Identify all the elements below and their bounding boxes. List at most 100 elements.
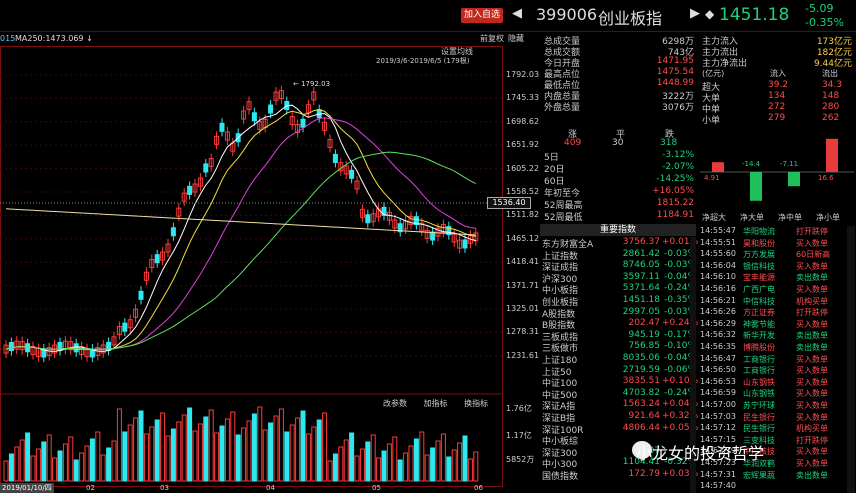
trade-time: 14:57:23 — [700, 458, 736, 467]
price-tick: 1651.92 — [506, 140, 540, 150]
trade-action: 卖出数单 — [796, 470, 828, 480]
info-label: 内盘总量 — [544, 92, 581, 102]
index-row[interactable]: 上证50 2719.59 -0.06% — [540, 365, 696, 378]
trade-row[interactable]: 14:57:40 — [698, 481, 856, 492]
volume-bar — [386, 443, 392, 482]
volume-bar — [289, 424, 295, 482]
candle-body — [462, 239, 468, 249]
trade-row[interactable]: 14:56:35 博腾股份 卖出数单 — [698, 342, 856, 353]
trade-row[interactable]: 14:56:59 山东钢铁 买入数单 — [698, 388, 856, 399]
index-name: 深证100R — [542, 425, 584, 436]
index-name: 中证500 — [542, 390, 578, 401]
net-flow-label: -7.11 — [780, 160, 799, 168]
trade-action: 买入数单 — [796, 389, 828, 399]
trade-row[interactable]: 14:56:10 宝丰能源 卖出数单 — [698, 272, 856, 283]
candle-body — [138, 290, 144, 300]
index-row[interactable]: 中证100 3835.51 +0.10% — [540, 376, 698, 389]
trade-stock: 山东钢铁 — [743, 389, 775, 399]
index-row[interactable]: A股指数 2997.05 -0.03% — [540, 307, 696, 320]
trade-row[interactable]: 14:55:51 昊和股份 买入数单 — [698, 238, 856, 249]
trade-row[interactable]: 14:56:47 工商银行 买入数单 — [698, 354, 856, 365]
volume-bar — [278, 408, 284, 482]
hide-button[interactable]: 隐藏 — [508, 34, 524, 43]
trade-row[interactable]: 14:56:04 银信科技 买入数单 — [698, 261, 856, 272]
index-row[interactable]: 中小300 1104.41 -0.32% — [540, 457, 696, 470]
index-row[interactable]: 三板做市 756.85 -0.10% — [540, 341, 696, 354]
trade-row[interactable]: 14:57:31 宏辉果蔬 卖出数单 — [698, 470, 856, 481]
trade-row[interactable]: 14:57:12 民生银行 机构买单 — [698, 423, 856, 434]
next-arrow-icon[interactable]: ▶ — [690, 6, 700, 21]
quote-info-panel: 总成交量 6298万 总成交额 743亿 今日开盘 1471.95 最高点位 1475.54 最… — [540, 32, 698, 222]
index-row[interactable]: 三板成指 945.19 -0.17% — [540, 330, 696, 343]
candle-body — [214, 135, 220, 145]
watermark: 小龙女的投资哲学 — [636, 444, 765, 463]
index-row[interactable]: 深证成指 8746.05 -0.03% — [540, 260, 696, 273]
index-row[interactable]: 创业板指 1451.18 -0.35% — [540, 295, 696, 308]
volume-bar — [176, 421, 182, 482]
trade-row[interactable]: 14:55:60 万方发展 60日新高 — [698, 249, 856, 260]
add-to-watchlist-button[interactable]: 加入自选 — [461, 8, 503, 23]
trade-row[interactable]: 14:55:47 华阳物流 打开跌停 — [698, 226, 856, 237]
volume-bar — [181, 414, 187, 482]
candle-body — [170, 227, 176, 237]
trade-row[interactable]: 14:56:29 神雾节能 买入数单 — [698, 319, 856, 330]
price-tick: 1371.71 — [506, 280, 540, 290]
setup-ma-button[interactable]: 设置均线 — [441, 47, 473, 56]
volume-bar — [3, 460, 9, 482]
peak-label: ← 1792.03 — [293, 80, 331, 88]
trade-time: 14:56:21 — [700, 295, 736, 305]
volume-bar — [116, 408, 122, 482]
adjust-button[interactable]: 前复权 — [480, 34, 504, 43]
trade-row[interactable]: 14:56:50 工商银行 买入数单 — [698, 365, 856, 376]
index-row[interactable]: 上证180 8035.06 -0.04% — [540, 353, 696, 366]
trade-row[interactable]: 14:56:32 新华开发 卖出数单 — [698, 330, 856, 341]
trade-row[interactable]: 14:56:21 中信科技 机构买单 — [698, 296, 856, 307]
performance-value: -3.12% — [662, 150, 694, 160]
trade-row[interactable]: 14:56:26 方正证券 打开跌停 — [698, 307, 856, 318]
price-tick: 1558.52 — [506, 187, 540, 196]
trade-row[interactable]: 14:57:03 民生银行 买入数单 — [698, 412, 856, 423]
change-params-button[interactable]: 改参数 — [383, 399, 407, 408]
down-label: 跌 — [665, 130, 675, 140]
volume-bar — [300, 410, 306, 482]
net-flow-chart — [700, 138, 854, 201]
trade-action: 买入数单 — [796, 447, 828, 457]
candle-body — [424, 229, 430, 239]
index-row[interactable]: 中小板指 5371.64 -0.24% — [540, 283, 696, 296]
volume-bar — [219, 425, 225, 482]
index-row[interactable]: 东方财富全A 3756.37 +0.01% — [540, 237, 698, 250]
index-row[interactable]: 国债指数 172.79 +0.03% — [540, 469, 698, 482]
trade-row[interactable]: 14:56:53 山东钢铁 买入数单 — [698, 377, 856, 388]
trades-scrollbar[interactable] — [847, 226, 855, 493]
index-row[interactable]: 中小板综 — [540, 434, 696, 447]
prev-arrow-icon[interactable]: ◀ — [512, 6, 522, 21]
index-change: +0.05% — [662, 422, 699, 433]
trade-row[interactable]: 14:56:16 广西广电 买入数单 — [698, 284, 856, 295]
volume-bar — [192, 430, 198, 482]
price-tick: 1278.31 — [506, 327, 540, 337]
index-row[interactable]: 深证A指 1563.24 +0.04% — [540, 399, 698, 412]
add-indicator-button[interactable]: 加指标 — [423, 399, 448, 408]
volume-bar — [370, 434, 376, 482]
index-row[interactable]: B股指数 202.47 +0.24% — [540, 318, 698, 331]
switch-indicator-button[interactable]: 换指标 — [464, 399, 489, 408]
index-row[interactable]: 深证B指 921.64 +0.32% — [540, 411, 698, 424]
indices-scrollbar[interactable] — [690, 237, 696, 493]
candle-body — [413, 216, 419, 226]
kline-chart[interactable]: 015 MA250:1473.069 ↓ 前复权 隐藏 设置均线 2019/3/… — [0, 32, 540, 493]
trade-row[interactable]: 14:57:15 三变科技 打开跌停 — [698, 435, 856, 446]
trade-row[interactable]: 14:57:00 苏宁环球 买入数单 — [698, 400, 856, 411]
flow-value: 182亿元 — [816, 48, 852, 58]
candle-body — [197, 177, 203, 187]
index-row[interactable]: 深证100R 4806.44 +0.05% — [540, 422, 699, 436]
info-row: 总成交量 6298万 — [544, 34, 694, 47]
flow-in-value: 134 — [768, 91, 786, 101]
trade-time: 14:56:35 — [700, 342, 736, 351]
trade-row[interactable]: 14:57:19 中广核技 买入数单 — [698, 446, 856, 457]
index-row[interactable]: 中证500 4703.82 -0.24% — [540, 388, 696, 401]
index-row[interactable]: 沪深300 3597.11 -0.04% — [540, 272, 696, 285]
trade-row[interactable]: 14:57:23 华润双鹤 买入数单 — [698, 458, 856, 469]
index-name: 深证B指 — [542, 414, 576, 424]
trade-time: 14:57:03 — [700, 411, 736, 421]
index-row[interactable]: 上证指数 2861.42 -0.03% — [540, 249, 696, 262]
